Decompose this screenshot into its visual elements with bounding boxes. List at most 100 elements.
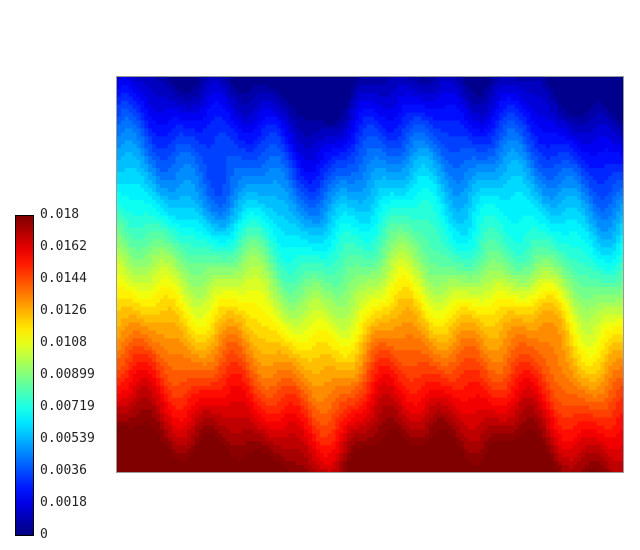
field-cell — [581, 195, 586, 201]
field-cell — [245, 211, 251, 217]
field-cell — [436, 108, 442, 114]
field-cell — [417, 140, 422, 145]
field-cell — [518, 199, 524, 205]
field-cell — [370, 199, 375, 205]
field-cell — [510, 172, 516, 177]
field-cell — [452, 219, 457, 225]
field-cell — [343, 112, 348, 118]
field-cell — [405, 183, 411, 189]
field-cell — [273, 120, 278, 126]
field-cell — [237, 148, 243, 153]
field-cell — [471, 84, 477, 90]
field-cell — [569, 132, 574, 137]
field-cell — [374, 183, 379, 189]
field-cell — [518, 124, 524, 130]
field-cell — [335, 195, 340, 201]
field-cell — [179, 179, 184, 185]
field-cell — [319, 183, 325, 189]
field-cell — [487, 211, 492, 217]
field-cell — [358, 144, 364, 149]
field-cell — [366, 160, 372, 165]
field-cell — [440, 124, 446, 130]
field-cell — [280, 80, 286, 86]
field-cell — [148, 223, 153, 229]
field-cell — [499, 203, 504, 209]
field-cell — [269, 148, 274, 153]
field-cell — [358, 160, 364, 165]
field-cell — [604, 92, 609, 98]
field-cell — [409, 88, 414, 94]
field-cell — [265, 168, 270, 173]
field-cell — [343, 136, 348, 141]
field-cell — [460, 191, 465, 197]
field-cell — [288, 108, 294, 114]
field-cell — [487, 104, 492, 110]
field-cell — [226, 88, 231, 94]
field-cell — [429, 120, 434, 126]
field-cell — [249, 120, 255, 126]
field-cell — [237, 92, 243, 98]
field-cell — [132, 219, 138, 225]
field-cell — [292, 211, 297, 217]
field-cell — [592, 164, 598, 169]
field-cell — [452, 187, 457, 193]
field-cell — [210, 164, 216, 169]
field-cell — [245, 219, 251, 225]
field-cell — [280, 132, 286, 137]
field-cell — [585, 104, 590, 110]
field-cell — [206, 156, 212, 161]
field-cell — [382, 164, 387, 169]
field-cell — [585, 164, 590, 169]
field-cell — [195, 77, 200, 82]
field-cell — [507, 92, 512, 98]
field-cell — [370, 132, 375, 137]
field-cell — [468, 128, 473, 134]
field-cell — [475, 96, 481, 102]
field-cell — [577, 132, 582, 137]
field-cell — [288, 187, 294, 193]
field-cell — [432, 112, 438, 118]
field-cell — [530, 219, 535, 225]
field-cell — [156, 108, 161, 114]
field-cell — [358, 100, 364, 106]
field-cell — [128, 160, 134, 165]
field-cell — [432, 156, 438, 161]
field-cell — [226, 96, 231, 102]
field-cell — [198, 172, 204, 177]
field-cell — [167, 176, 173, 181]
field-cell — [569, 211, 574, 217]
field-cell — [604, 148, 609, 153]
field-cell — [417, 191, 422, 197]
field-cell — [608, 116, 613, 122]
field-cell — [421, 124, 426, 130]
field-cell — [152, 144, 157, 149]
field-cell — [327, 84, 333, 90]
field-cell — [276, 211, 282, 217]
field-cell — [456, 160, 461, 165]
field-cell — [588, 152, 594, 157]
field-cell — [616, 203, 621, 209]
field-cell — [510, 128, 516, 134]
field-cell — [175, 187, 180, 193]
field-cell — [526, 223, 531, 229]
field-cell — [444, 112, 450, 118]
field-cell — [510, 96, 516, 102]
field-cell — [425, 168, 430, 173]
field-cell — [323, 128, 329, 134]
field-cell — [284, 136, 290, 141]
field-cell — [573, 140, 578, 145]
field-cell — [507, 108, 512, 114]
field-cell — [382, 132, 387, 137]
field-cell — [620, 88, 624, 94]
field-cell — [514, 219, 520, 225]
field-cell — [234, 112, 239, 118]
field-cell — [191, 172, 196, 177]
field-cell — [245, 227, 251, 233]
field-cell — [507, 179, 512, 185]
field-cell — [604, 191, 609, 197]
field-cell — [612, 211, 617, 217]
field-cell — [354, 168, 360, 173]
field-cell — [249, 219, 255, 225]
field-cell — [296, 179, 301, 185]
field-cell — [296, 172, 301, 177]
